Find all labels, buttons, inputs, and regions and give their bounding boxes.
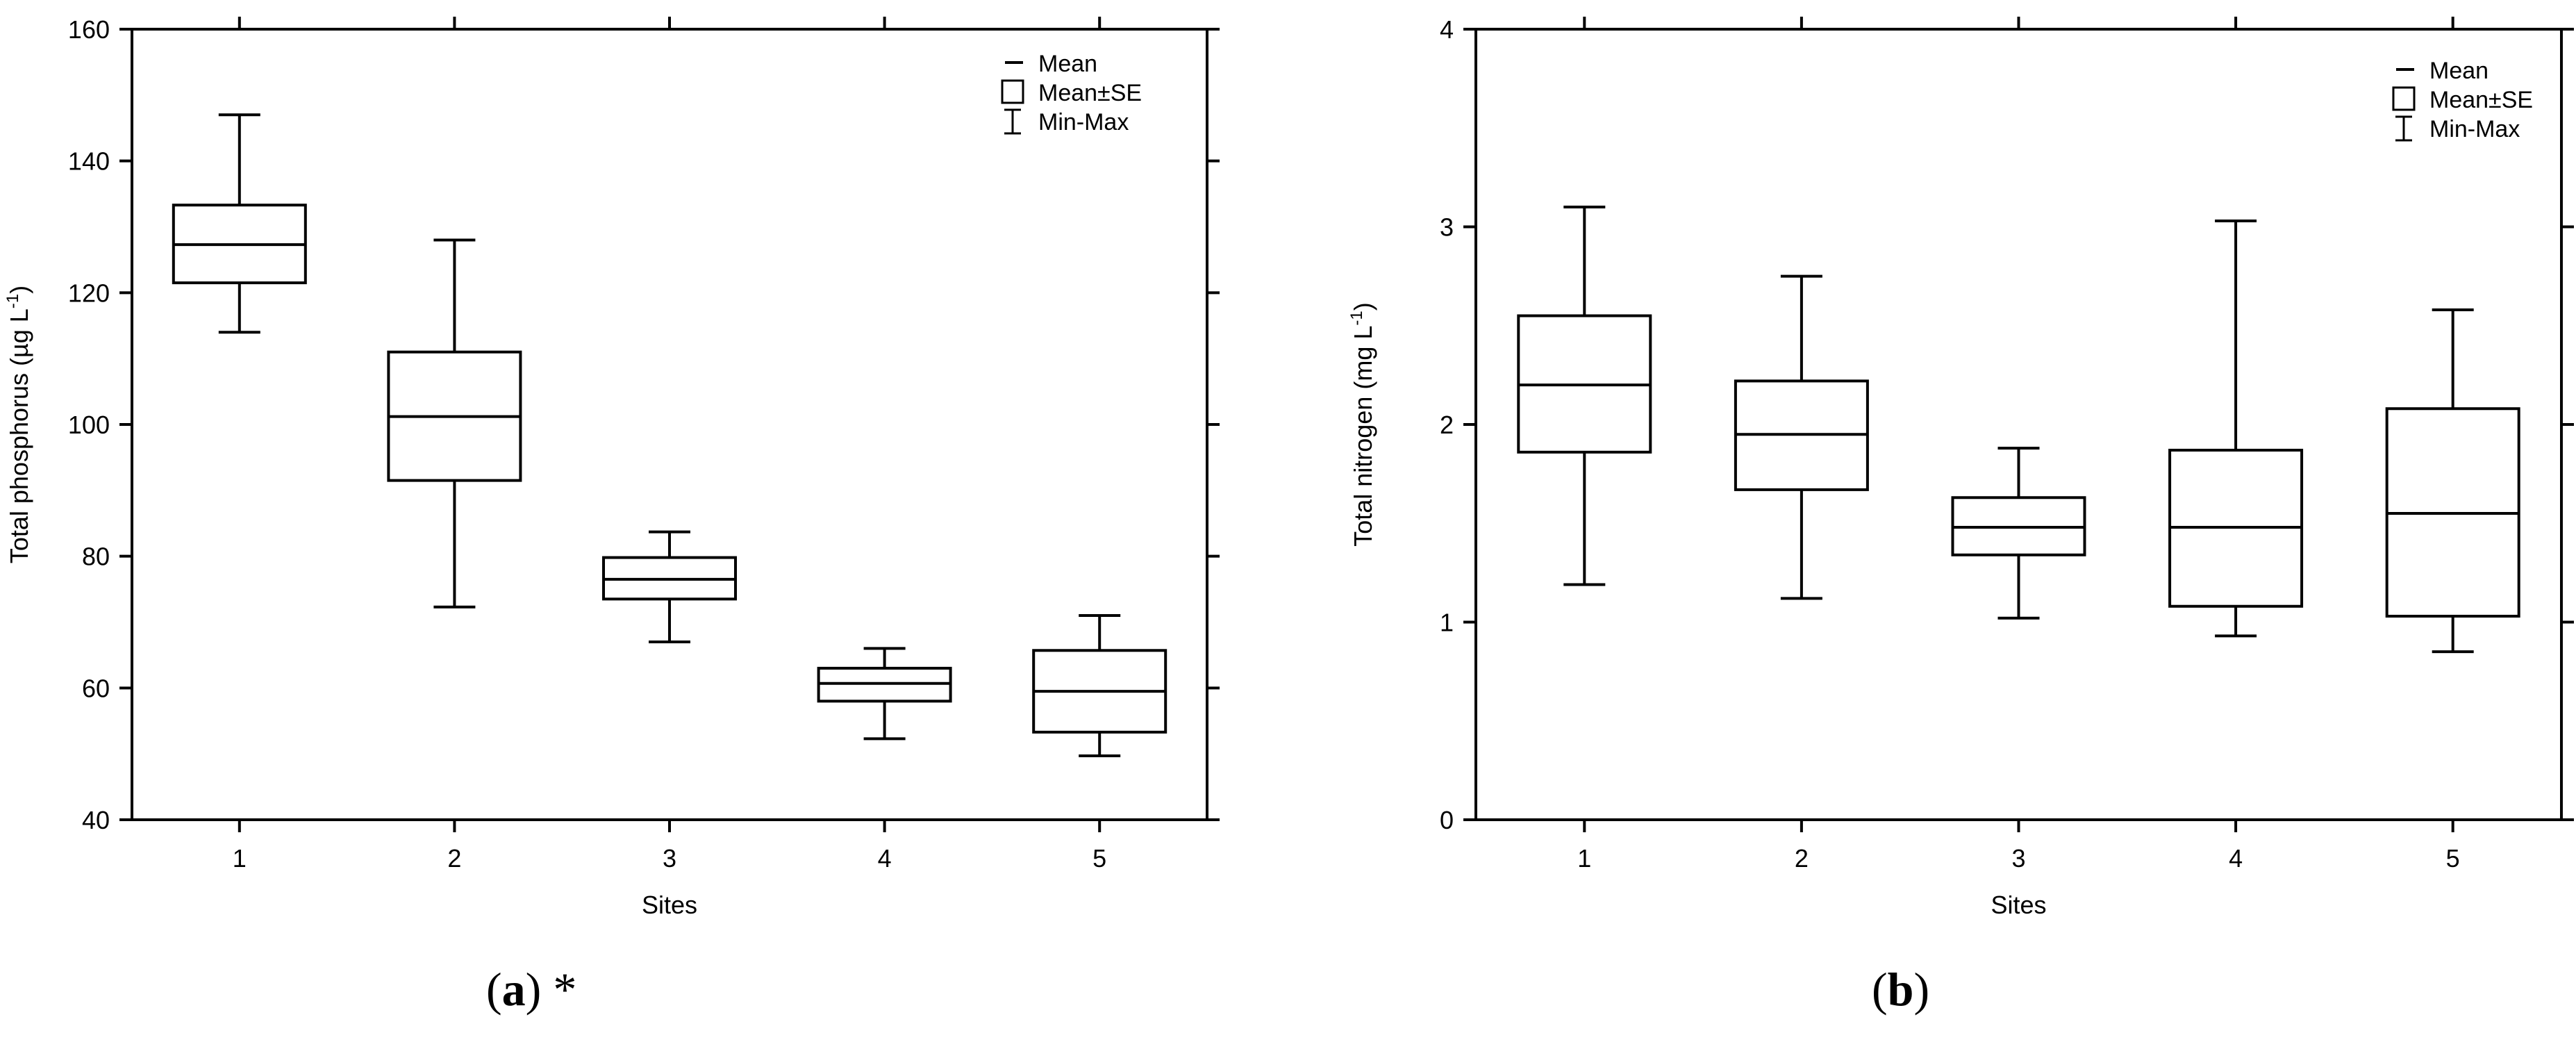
panel-b-letter: b (1887, 963, 1914, 1016)
panel-b-x-axis-label: Sites (1991, 891, 2046, 919)
panel-a-chart: 40 60 80 100 120 140 160 1 2 3 4 5 Sites Total phosph… (3, 15, 1220, 919)
panel-b-legend-se-icon (2392, 86, 2416, 111)
panel-a-x-tick-label-2: 3 (663, 844, 676, 873)
panel-b-x-tick-label-4: 5 (2446, 844, 2460, 873)
panel-a-legend-se-icon (1001, 79, 1024, 104)
panel-a-y-tick-label-2: 80 (82, 543, 110, 571)
panel-a-letter: a (501, 963, 526, 1016)
panel-b-caption: (b) (1872, 963, 1930, 1016)
panel-b-y-tick-label-0: 0 (1440, 806, 1454, 834)
panel-b-y-tick-label-1: 1 (1440, 609, 1454, 637)
panel-a-legend-se-label: Mean±SE (1038, 80, 1142, 106)
panel-a-y-tick-label-1: 60 (82, 674, 110, 702)
panel-b-y-axis-label: Total nitrogen (mg L-1) (1347, 302, 1377, 547)
panel-b-legend-minmax-icon (2395, 115, 2412, 142)
panel-b-legend-mean-label: Mean (2429, 58, 2488, 84)
panel-a-y-tick-label-4: 120 (68, 279, 110, 307)
panel-a-legend: Mean Mean±SE Min-Max (1001, 51, 1142, 135)
panel-b-chart: 0 1 2 3 4 1 2 3 4 5 Sites Total nitrogen (mg L-1) Me… (1347, 15, 2574, 919)
panel-b-x-tick-label-1: 2 (1795, 844, 1809, 873)
panel-a-y-tick-label-6: 160 (68, 15, 110, 44)
panel-b-legend-se-label: Mean±SE (2429, 87, 2533, 113)
panel-b-y-axis-label-sup: -1 (1347, 311, 1366, 325)
panel-a-y-tick-label-3: 100 (68, 411, 110, 439)
panel-a-y-axis-label-sup: -1 (3, 294, 22, 308)
panel-a-y-tick-label-5: 140 (68, 147, 110, 176)
panel-a-y-tick-label-0: 40 (82, 806, 110, 834)
panel-b-y-tick-label-4: 4 (1440, 15, 1454, 44)
panel-a-x-tick-label-3: 4 (878, 844, 892, 873)
panel-a-x-tick-label-1: 2 (447, 844, 461, 873)
panel-b-y-axis-label-close: ) (1349, 302, 1377, 311)
panel-b-legend-minmax-label: Min-Max (2429, 116, 2520, 142)
panel-a-y-axis-label: Total phosphorus (µg L-1) (3, 286, 33, 563)
panel-a-suffix: * (541, 963, 577, 1016)
panel-b-x-tick-label-3: 4 (2229, 844, 2243, 873)
panel-a-caption: (a) * (486, 963, 577, 1016)
panel-a-x-tick-label-0: 1 (233, 844, 247, 873)
panel-a-y-axis-label-text: Total phosphorus (µg L (5, 308, 33, 563)
panel-a-x-axis-label: Sites (642, 891, 697, 919)
panel-b-y-tick-label-3: 3 (1440, 213, 1454, 242)
panel-a-x-tick-label-4: 5 (1092, 844, 1106, 873)
panel-a-legend-minmax-label: Min-Max (1038, 109, 1129, 135)
panel-a-y-axis-label-close: ) (5, 286, 33, 294)
panel-b-x-tick-label-2: 3 (2011, 844, 2025, 873)
panel-b-legend: Mean Mean±SE Min-Max (2392, 58, 2533, 142)
panel-a-legend-minmax-icon (1004, 108, 1021, 135)
panel-b-y-axis-label-text: Total nitrogen (mg L (1349, 326, 1377, 547)
panel-b-y-tick-label-2: 2 (1440, 411, 1454, 439)
panel-a-legend-mean-label: Mean (1038, 51, 1097, 77)
panel-b-x-tick-label-0: 1 (1577, 844, 1591, 873)
